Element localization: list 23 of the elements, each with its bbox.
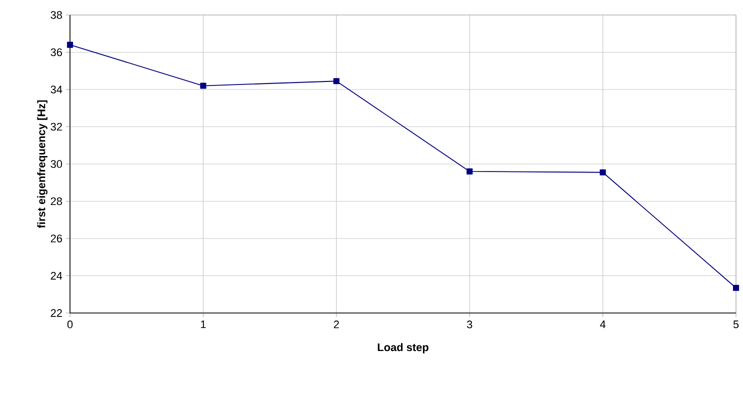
x-tick-label: 5 xyxy=(733,320,739,328)
point xyxy=(466,168,473,174)
y-tick-label: 32 xyxy=(50,122,62,131)
x-axis-title: Load step xyxy=(378,343,428,354)
y-tick-label: 24 xyxy=(50,272,62,280)
x-tick-label: 1 xyxy=(200,320,206,328)
x-tick-label: 2 xyxy=(334,320,339,328)
point xyxy=(200,82,206,89)
x-tick-label: 3 xyxy=(466,320,472,328)
y-tick-label: 38 xyxy=(50,11,62,19)
y-axis-title: first eigenfrequency [Hz] xyxy=(37,100,48,228)
y-tick-label: 30 xyxy=(50,160,62,168)
point xyxy=(600,169,606,176)
x-tick-label: 0 xyxy=(67,320,73,328)
point xyxy=(732,284,740,291)
point xyxy=(66,42,74,48)
y-tick-label: 28 xyxy=(50,197,62,206)
y-tick-label: 34 xyxy=(50,86,62,94)
x-tick-label: 4 xyxy=(600,320,606,328)
y-tick-label: 22 xyxy=(50,309,62,317)
y-tick-label: 36 xyxy=(50,48,62,56)
point xyxy=(333,78,340,84)
y-tick-label: 26 xyxy=(50,234,62,242)
